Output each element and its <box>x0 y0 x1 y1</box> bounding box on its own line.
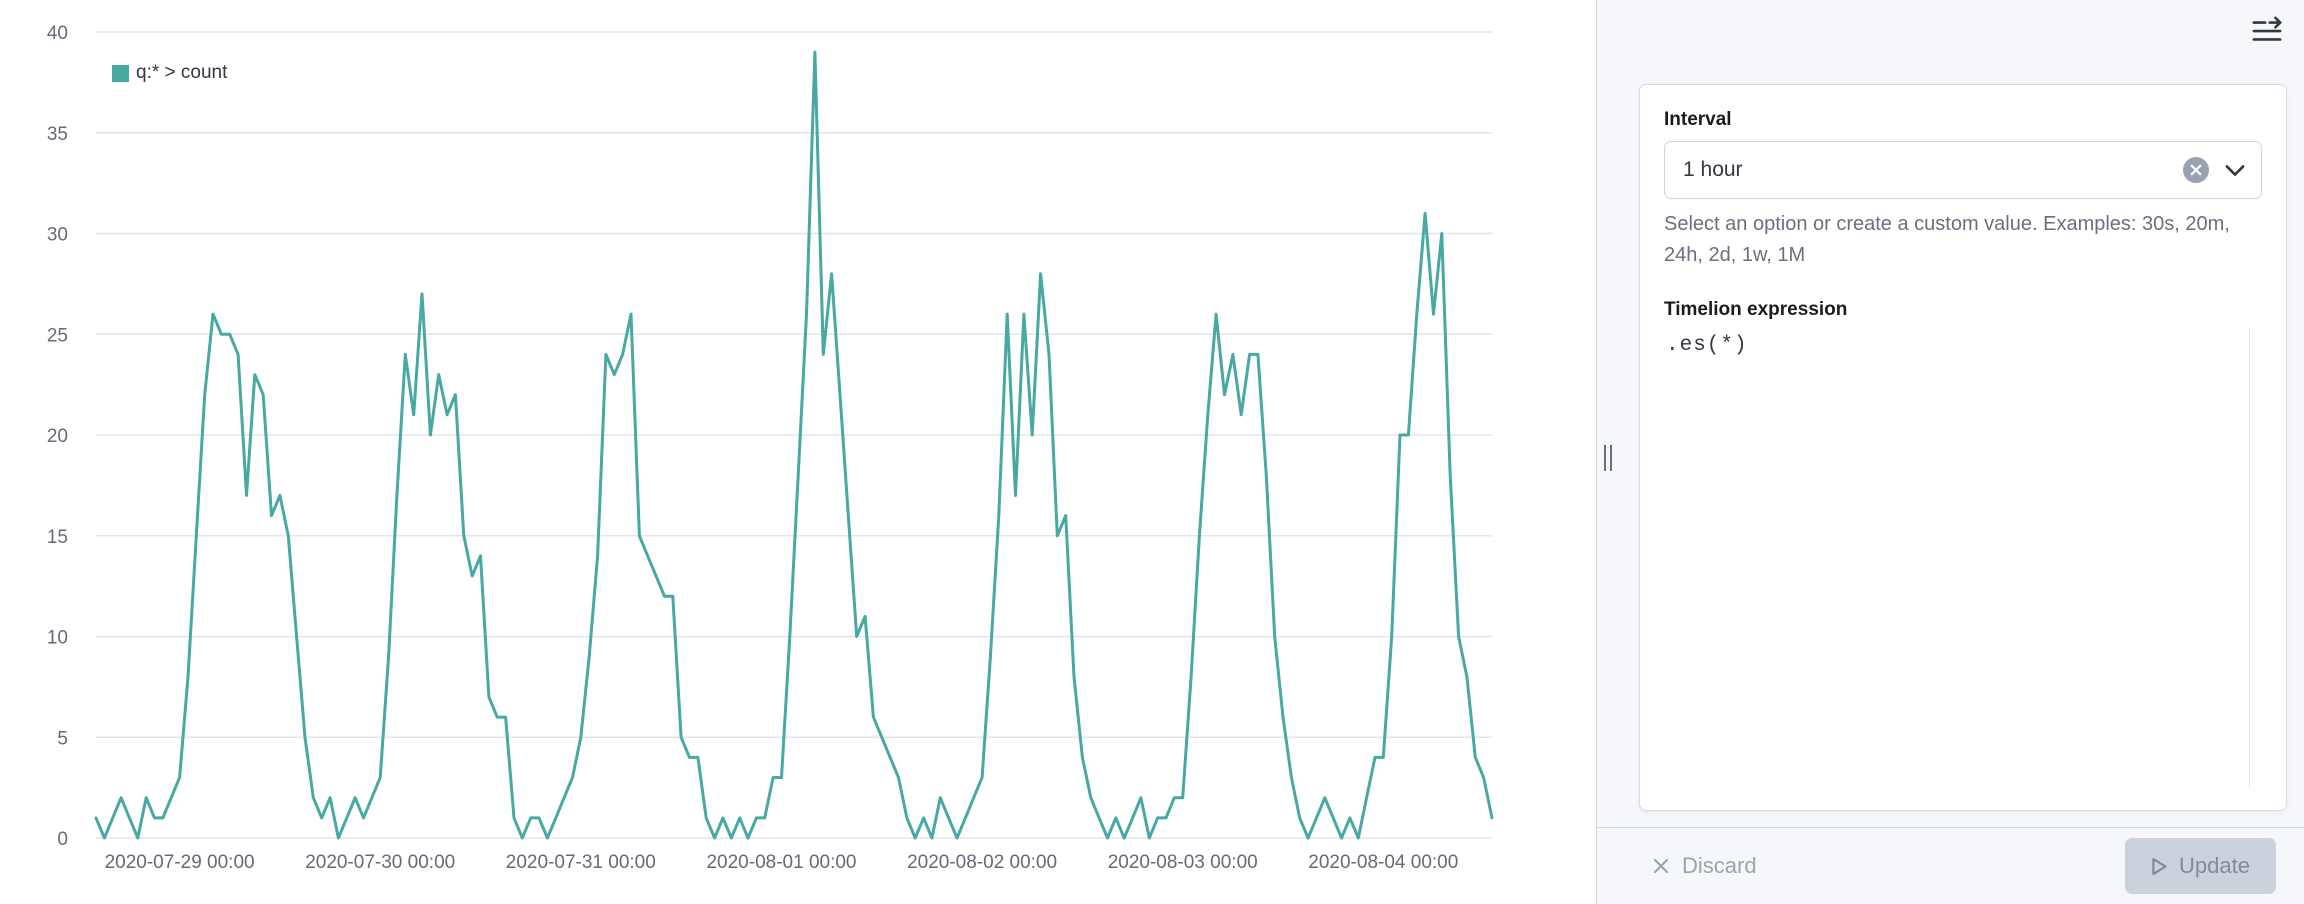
resizer-bar <box>1604 445 1606 471</box>
timelion-chart-area: 0 5 10 15 20 25 30 35 40 2020-07-29 00:00 2020-07-… <box>46 23 1494 873</box>
update-button[interactable]: Update <box>2125 838 2276 894</box>
update-label: Update <box>2179 853 2250 878</box>
panel-footer: Discard Update <box>1597 827 2304 904</box>
chart-legend-item[interactable]: q:* > count <box>112 62 227 84</box>
timelion-editor-panel: Interval Select an option or create a cu… <box>1596 0 2304 904</box>
interval-label: Interval <box>1664 109 1732 130</box>
expression-code: .es(*) <box>1666 334 1748 357</box>
svg-text:15: 15 <box>47 527 68 548</box>
svg-text:25: 25 <box>47 325 68 346</box>
svg-text:2020-08-04 00:00: 2020-08-04 00:00 <box>1308 852 1458 873</box>
expression-code-editor[interactable]: .es(*) <box>1664 328 2262 789</box>
clear-interval-button[interactable] <box>2183 157 2209 183</box>
timelion-chart: 0 5 10 15 20 25 30 35 40 2020-07-29 00:00 2020-07-… <box>47 23 1494 873</box>
cross-icon <box>1653 858 1669 874</box>
svg-text:10: 10 <box>47 628 68 649</box>
editor-scrollbar[interactable] <box>2249 328 2260 789</box>
legend-label: q:* > count <box>136 62 228 83</box>
collapse-panel-button[interactable] <box>2250 14 2284 48</box>
resizer-bar <box>1610 445 1612 471</box>
interval-dropdown-toggle[interactable] <box>2225 164 2245 177</box>
menu-right-icon <box>2252 16 2282 41</box>
svg-text:40: 40 <box>47 23 68 44</box>
clear-icon <box>2190 164 2202 176</box>
chevron-down-icon <box>2225 164 2245 176</box>
expression-label: Timelion expression <box>1664 299 1848 320</box>
svg-text:5: 5 <box>57 728 68 749</box>
svg-text:30: 30 <box>47 225 68 246</box>
svg-text:2020-08-01 00:00: 2020-08-01 00:00 <box>706 852 856 873</box>
svg-text:0: 0 <box>57 829 68 850</box>
svg-text:20: 20 <box>47 426 68 447</box>
svg-text:2020-08-02 00:00: 2020-08-02 00:00 <box>907 852 1057 873</box>
svg-text:2020-08-03 00:00: 2020-08-03 00:00 <box>1108 852 1258 873</box>
panel-resizer-handle[interactable] <box>1600 441 1616 475</box>
discard-label: Discard <box>1682 853 1757 878</box>
discard-button[interactable]: Discard <box>1653 853 1757 879</box>
play-icon <box>2152 857 2167 875</box>
legend-color-swatch <box>112 64 129 82</box>
interval-input[interactable] <box>1681 157 2183 183</box>
svg-text:2020-07-30 00:00: 2020-07-30 00:00 <box>305 852 455 873</box>
interval-help-text: Select an option or create a custom valu… <box>1664 213 2230 266</box>
interval-combobox[interactable] <box>1664 141 2262 199</box>
editor-card: Interval Select an option or create a cu… <box>1639 84 2287 811</box>
svg-text:2020-07-31 00:00: 2020-07-31 00:00 <box>506 852 656 873</box>
svg-text:2020-07-29 00:00: 2020-07-29 00:00 <box>105 852 255 873</box>
svg-text:35: 35 <box>47 124 68 145</box>
